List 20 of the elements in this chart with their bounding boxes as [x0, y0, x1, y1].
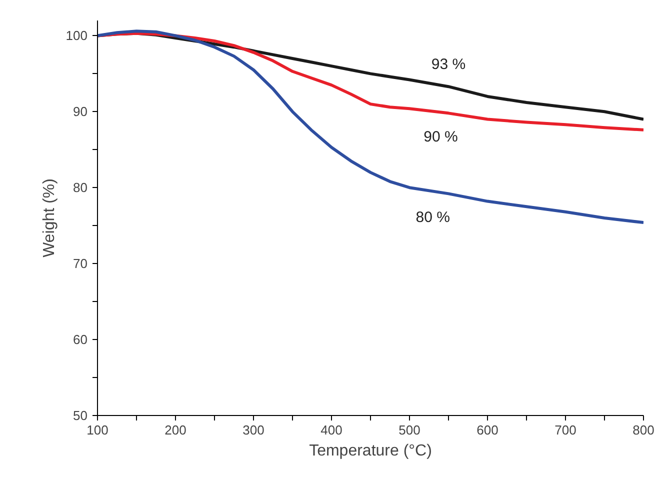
annotation: 90 % [424, 128, 458, 146]
y-tick-label: 70 [73, 256, 88, 272]
y-tick-label: 80 [73, 180, 88, 196]
x-tick-label: 200 [164, 422, 186, 438]
x-tick-label: 400 [320, 422, 342, 438]
annotation: 80 % [416, 209, 450, 226]
y-tick-label: 90 [73, 104, 88, 120]
y-tick-label: 60 [73, 332, 88, 348]
x-tick-label: 100 [86, 422, 108, 438]
annotation: 93 % [431, 56, 466, 74]
x-axis-title: Temperature (°C) [309, 442, 432, 460]
y-tick-label: 50 [73, 408, 88, 423]
y-tick-label: 100 [66, 28, 88, 44]
line-series [98, 30, 644, 224]
x-tick-label: 700 [554, 422, 576, 438]
x-tick-label: 600 [476, 422, 498, 438]
y-axis-title: Weight (%) [40, 178, 58, 258]
x-tick-label: 800 [632, 422, 654, 438]
x-tick-label: 500 [398, 422, 420, 438]
x-tick-label: 300 [242, 422, 264, 438]
